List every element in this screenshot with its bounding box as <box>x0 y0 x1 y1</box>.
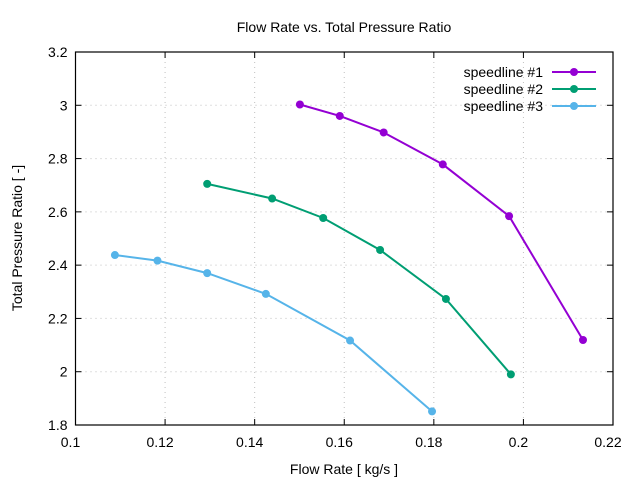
x-tick-label: 0.22 <box>594 434 621 450</box>
data-point <box>203 269 212 278</box>
legend-item: speedline #1 <box>464 64 596 80</box>
x-tick-label: 0.12 <box>146 434 173 450</box>
y-tick-label: 2.4 <box>48 257 68 273</box>
data-point <box>379 128 388 137</box>
legend-label: speedline #3 <box>464 98 544 114</box>
data-point <box>153 256 162 265</box>
x-axis-label: Flow Rate [ kg/s ] <box>290 461 398 477</box>
y-tick-label: 3.2 <box>48 44 68 60</box>
data-point <box>335 111 344 120</box>
grid <box>75 52 613 425</box>
series-line <box>299 103 584 341</box>
legend-label: speedline #1 <box>464 64 544 80</box>
x-tick-label: 0.18 <box>415 434 442 450</box>
data-point <box>578 336 587 345</box>
data-point <box>203 179 212 188</box>
legend-marker <box>570 68 578 76</box>
data-point <box>441 294 450 303</box>
series-1 <box>295 100 587 345</box>
legend-item: speedline #3 <box>464 98 596 114</box>
y-tick-label: 2 <box>60 364 68 380</box>
data-point <box>428 407 437 416</box>
data-point <box>295 100 304 109</box>
data-point <box>261 289 270 298</box>
x-tick-label: 0.1 <box>61 434 81 450</box>
data-point <box>268 194 277 203</box>
legend-marker <box>570 102 578 110</box>
data-point <box>110 251 119 260</box>
y-tick-label: 2.6 <box>48 204 68 220</box>
x-tick-label: 0.2 <box>509 434 529 450</box>
x-tick-label: 0.16 <box>326 434 353 450</box>
legend-label: speedline #2 <box>464 81 544 97</box>
y-tick-label: 1.8 <box>48 417 68 433</box>
y-tick-label: 3 <box>60 97 68 113</box>
series-3 <box>110 251 437 416</box>
data-point <box>505 212 514 221</box>
data-point <box>506 370 515 379</box>
chart-title: Flow Rate vs. Total Pressure Ratio <box>237 19 452 35</box>
data-point <box>319 213 328 222</box>
series-layer <box>110 100 587 416</box>
y-tick-label: 2.8 <box>48 151 68 167</box>
series-line <box>206 182 512 376</box>
data-point <box>376 245 385 254</box>
data-point <box>438 160 447 169</box>
x-tick-label: 0.14 <box>236 434 263 450</box>
series-line <box>114 254 433 413</box>
y-tick-label: 2.2 <box>48 310 68 326</box>
data-point <box>346 336 355 345</box>
ticks: 0.1 0.12 0.14 0.16 0.18 0.2 0.22 1.8 2 2.2 2.4 2.6 2… <box>48 44 622 450</box>
series-2 <box>203 179 515 379</box>
y-axis-label: Total Pressure Ratio [ -] <box>9 165 25 311</box>
legend-item: speedline #2 <box>464 81 596 97</box>
legend-marker <box>570 85 578 93</box>
